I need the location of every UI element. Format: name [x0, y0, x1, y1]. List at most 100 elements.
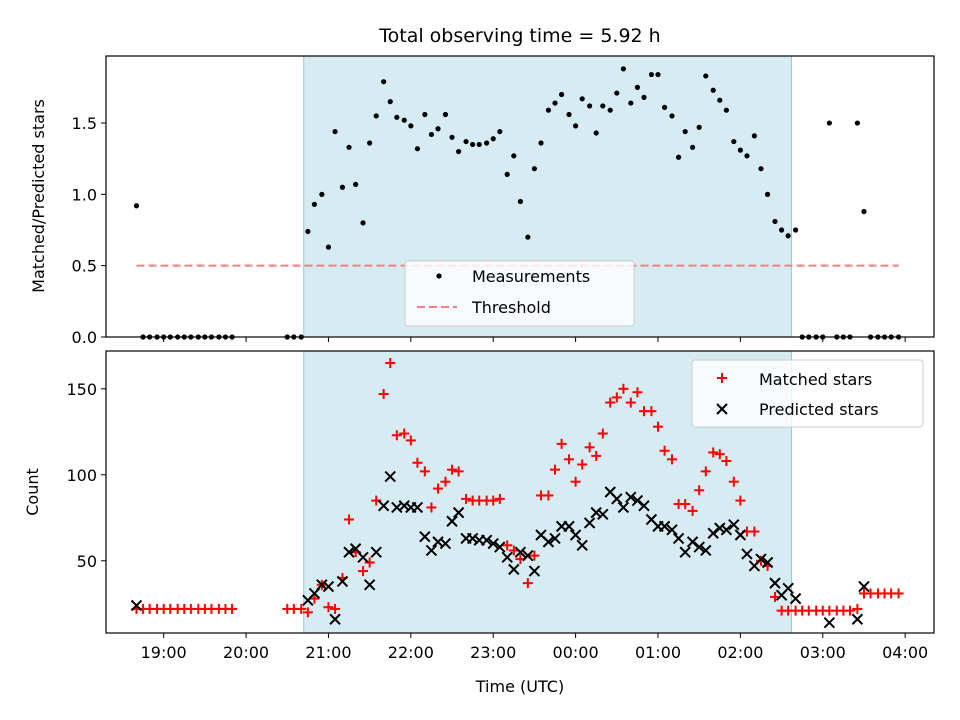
x-marker-b	[734, 529, 747, 541]
x-marker-b	[720, 524, 733, 536]
x-marker-b	[452, 506, 465, 519]
measurement-point	[573, 123, 579, 129]
matched-star-point	[358, 566, 369, 577]
measurement-point	[717, 97, 723, 103]
measurement-point	[538, 140, 544, 146]
measurement-point	[408, 123, 414, 129]
matched-star-point	[447, 464, 458, 475]
predicted-star-point	[700, 544, 712, 557]
measurement-point	[669, 113, 675, 119]
measurement-point	[428, 131, 435, 138]
matched-star-point	[426, 502, 437, 513]
predicted-star-point	[549, 532, 561, 545]
matched-star-point	[694, 485, 705, 496]
matched-star-point	[735, 495, 746, 506]
matched-star-point	[667, 454, 678, 465]
measurement-point	[861, 208, 867, 215]
matched-star-point	[605, 397, 616, 408]
measurement-point	[655, 71, 661, 78]
predicted-star-point	[452, 506, 465, 519]
matched-star-point	[564, 454, 575, 465]
matched-star-point	[646, 406, 657, 417]
measurement-point	[133, 203, 140, 209]
measurement-point	[545, 107, 552, 113]
matched-star-point	[522, 578, 533, 589]
x-marker-b	[645, 513, 658, 526]
matched-star-point	[749, 526, 760, 537]
x-marker-b	[728, 518, 740, 531]
bottom-x-tick-label: 03:00	[800, 643, 846, 662]
x-marker-b	[700, 544, 712, 557]
measurement-point	[661, 104, 668, 110]
measurement-point	[525, 234, 531, 240]
measurement-point	[360, 220, 366, 226]
matched-star-point	[378, 388, 389, 399]
matched-star-point	[364, 557, 375, 568]
measurement-point	[634, 84, 641, 90]
x-marker-b	[480, 534, 493, 546]
predicted-star-point	[611, 493, 623, 505]
matched-star-point	[385, 358, 396, 369]
measurement-point	[744, 153, 750, 159]
predicted-star-point	[597, 508, 609, 521]
predicted-star-point	[411, 501, 424, 514]
measurement-point	[339, 184, 346, 190]
measurement-point	[785, 233, 791, 239]
matched-star-point	[461, 493, 472, 504]
matched-star-point	[769, 591, 780, 602]
matched-star-point	[508, 545, 519, 556]
predicted-star-point	[851, 613, 864, 625]
predicted-star-point	[728, 518, 740, 531]
measurement-point	[696, 124, 702, 130]
legend-measurement-marker	[436, 273, 442, 279]
x-marker-b	[411, 501, 424, 514]
matched-star-point	[323, 602, 334, 613]
measurement-point	[648, 71, 655, 78]
predicted-star-point	[631, 494, 644, 507]
x-marker-b	[363, 579, 376, 591]
bottom-axes-frame	[105, 350, 935, 634]
measurement-point	[675, 154, 682, 160]
matched-star-point	[412, 457, 423, 468]
matched-star-point	[391, 430, 402, 441]
measurement-point	[470, 141, 476, 148]
matched-star-point	[591, 450, 602, 461]
x-marker-b	[501, 551, 513, 564]
top-y-tick-label: 0.5	[72, 257, 97, 276]
matched-star-point	[708, 447, 719, 458]
matched-star-point	[419, 466, 430, 477]
measurement-point	[751, 133, 757, 139]
bottom-panel: 50 100 150 19:00 20:00 21:00 22:00 23:00 00:00 0…	[23, 350, 935, 696]
matched-star-point	[543, 490, 554, 501]
x-marker-b	[789, 592, 802, 605]
x-marker-b	[466, 532, 479, 545]
x-marker-b	[693, 541, 705, 553]
predicted-star-point	[734, 529, 747, 541]
matched-star-point	[728, 476, 739, 487]
matched-star-point	[611, 392, 622, 403]
top-x-ticks	[163, 337, 906, 342]
x-marker-b	[716, 403, 728, 415]
predicted-star-point	[494, 541, 506, 553]
x-marker-b	[542, 536, 555, 548]
predicted-star-point	[322, 580, 335, 593]
x-marker-b	[535, 529, 547, 541]
matched-star-point	[721, 456, 732, 467]
predicted-star-points	[130, 470, 870, 629]
predicted-star-point	[693, 541, 705, 553]
matched-star-point	[893, 588, 904, 599]
x-marker-b	[487, 537, 499, 550]
measurement-point	[703, 73, 709, 79]
matched-star-point	[550, 464, 561, 475]
measurement-point	[600, 103, 606, 109]
measurement-point	[414, 146, 421, 152]
x-marker-b	[569, 529, 582, 541]
measurement-point	[367, 140, 373, 146]
top-axes-frame	[105, 55, 935, 338]
x-marker-b	[658, 520, 671, 533]
matched-star-point	[714, 449, 725, 460]
measurement-point	[587, 103, 593, 109]
predicted-star-point	[782, 582, 794, 594]
predicted-star-point	[316, 579, 328, 591]
bottom-x-tick-label: 23:00	[470, 643, 516, 662]
